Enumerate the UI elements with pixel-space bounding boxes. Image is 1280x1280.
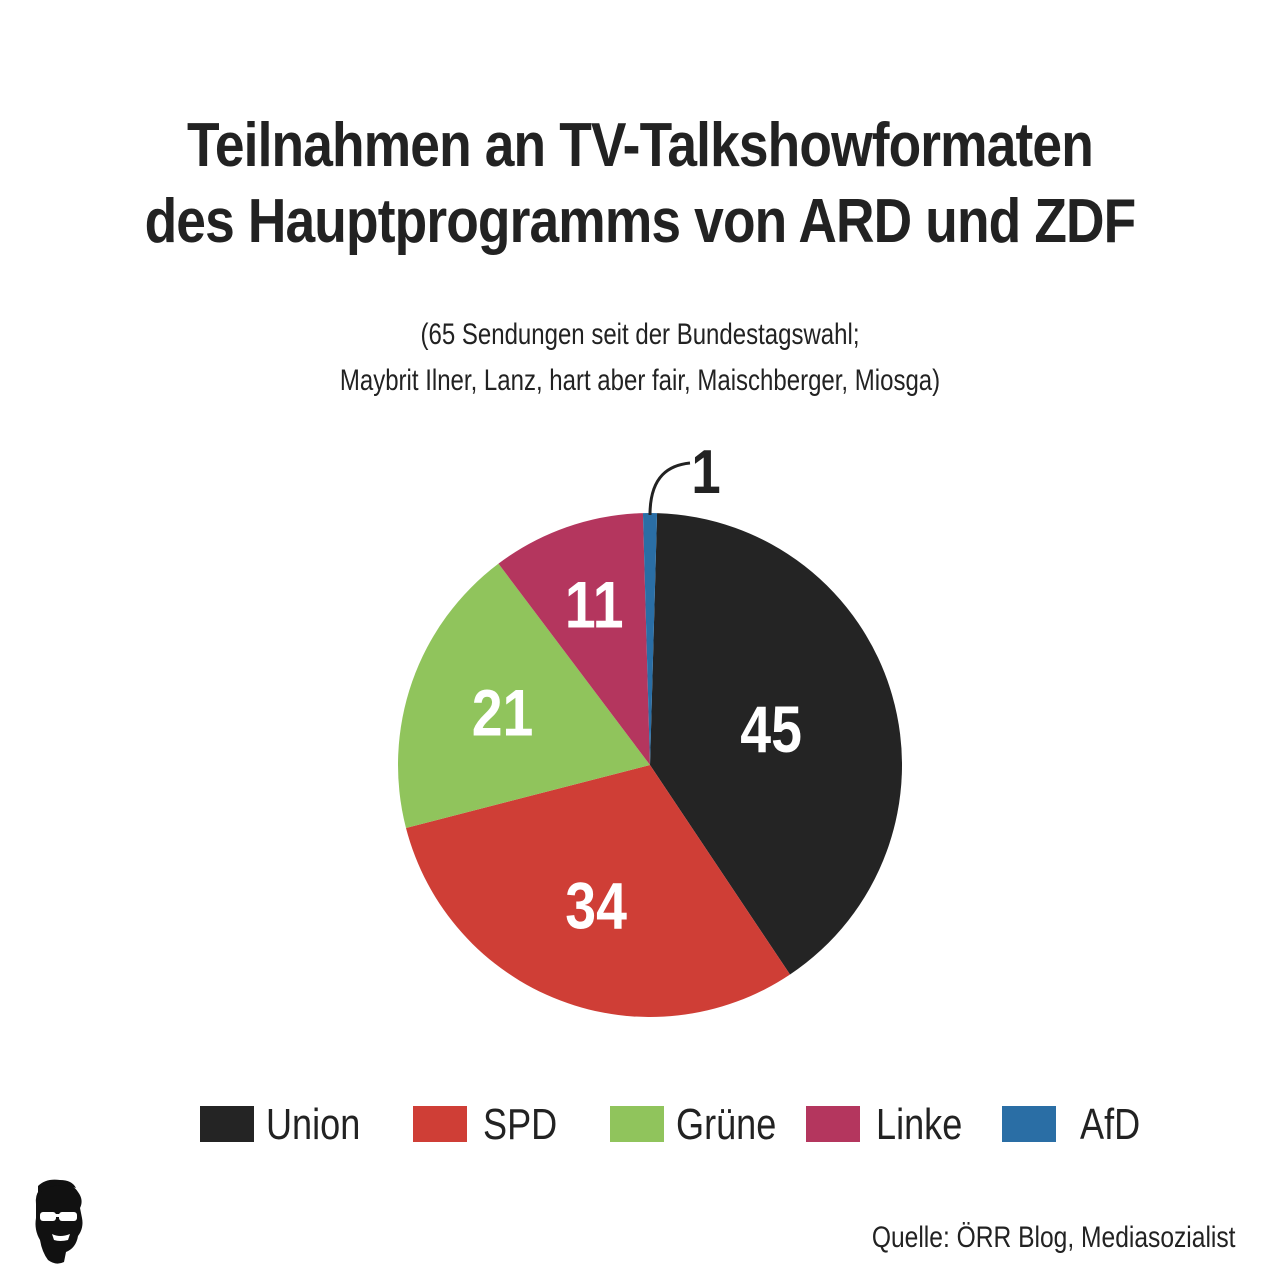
sunglasses-face-icon bbox=[35, 1179, 83, 1264]
legend-label-union: Union bbox=[266, 1100, 361, 1149]
chart-title-line-1: Teilnahmen an TV-Talkshowformaten bbox=[187, 111, 1094, 180]
chart-subtitle-line-2: Maybrit Ilner, Lanz, hart aber fair, Mai… bbox=[339, 364, 941, 397]
pie-slice-afd bbox=[642, 513, 658, 765]
pie-slice-union bbox=[650, 513, 903, 975]
legend: Union SPD Grüne Linke AfD bbox=[0, 1100, 1280, 1150]
chart-title-line-2: des Hauptprogramms von ARD und ZDF bbox=[144, 187, 1137, 256]
legend-label-linke: Linke bbox=[876, 1100, 963, 1149]
legend-swatch-gruene bbox=[610, 1106, 664, 1142]
legend-label-spd: SPD bbox=[483, 1100, 558, 1149]
legend-swatch-spd bbox=[413, 1106, 467, 1142]
legend-label-gruene: Grüne bbox=[676, 1100, 777, 1149]
pie-slice-gruene bbox=[398, 563, 650, 828]
chart-subtitle: (65 Sendungen seit der Bundestagswahl; M… bbox=[128, 312, 1152, 404]
data-label-gruene: 21 bbox=[472, 676, 534, 750]
source-note: Quelle: ÖRR Blog, Mediasozialist bbox=[872, 1221, 1236, 1254]
data-label-spd: 34 bbox=[565, 869, 627, 943]
data-label-afd: 1 bbox=[691, 438, 720, 507]
data-label-linke: 11 bbox=[565, 568, 624, 642]
chart-subtitle-line-1: (65 Sendungen seit der Bundestagswahl; bbox=[420, 318, 860, 351]
pie-slice-spd bbox=[405, 765, 791, 1018]
legend-swatch-linke bbox=[806, 1106, 860, 1142]
legend-label-afd: AfD bbox=[1080, 1100, 1141, 1149]
pie-slice-linke bbox=[498, 513, 650, 765]
leader-line-afd bbox=[648, 461, 691, 516]
chart-title: Teilnahmen an TV-Talkshowformaten des Ha… bbox=[90, 108, 1191, 260]
legend-swatch-union bbox=[200, 1106, 254, 1142]
legend-swatch-afd bbox=[1002, 1106, 1056, 1142]
data-label-union: 45 bbox=[740, 693, 802, 767]
